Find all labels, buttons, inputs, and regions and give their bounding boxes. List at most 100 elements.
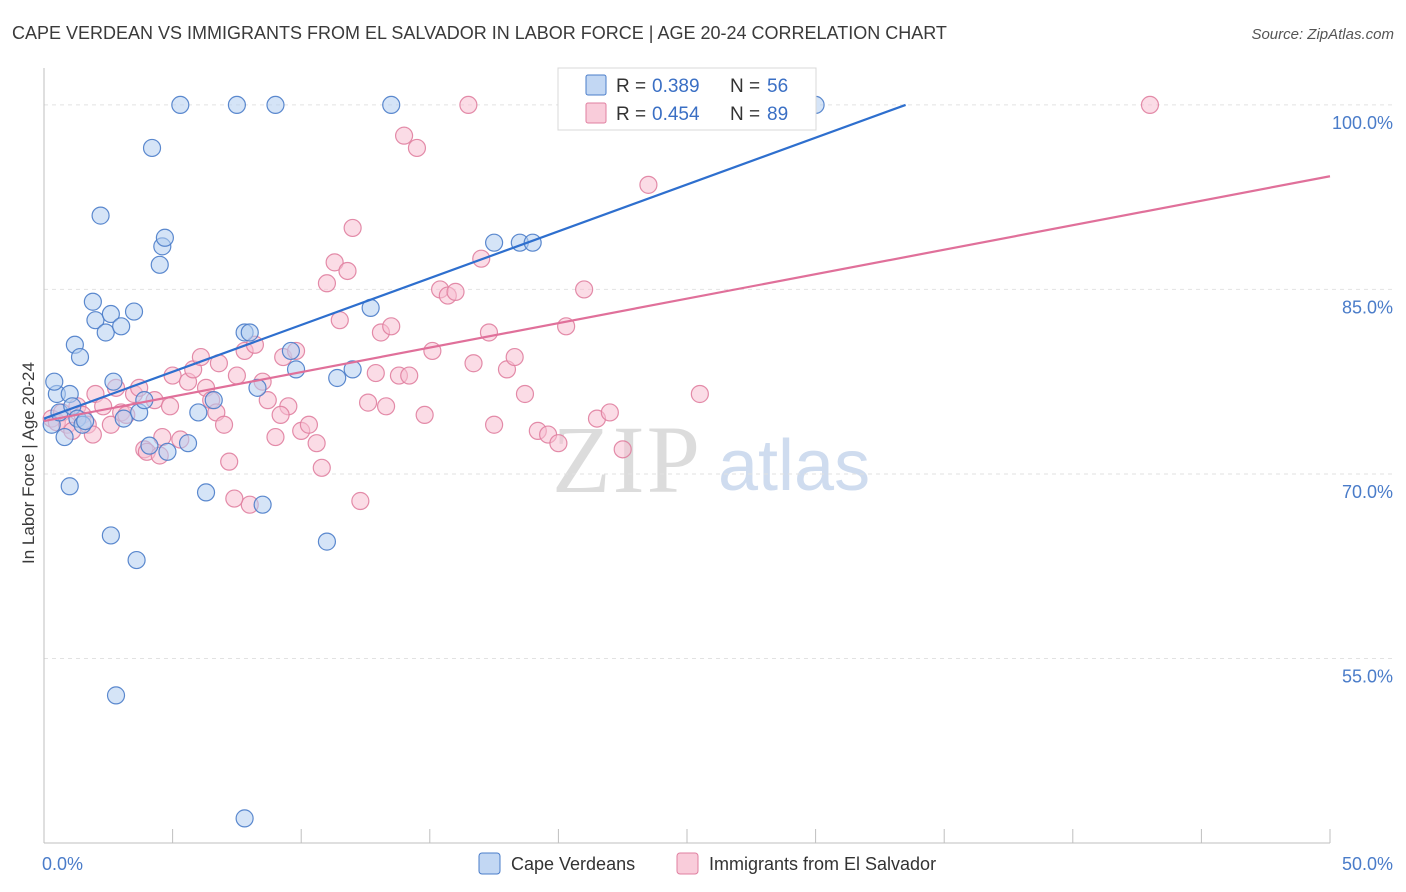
x-axis-ticks bbox=[43, 829, 1331, 843]
data-point bbox=[220, 452, 239, 471]
watermark-atlas: atlas bbox=[718, 426, 870, 506]
data-point bbox=[225, 489, 244, 508]
stats-r-label-el-salvador: R = bbox=[616, 104, 646, 125]
data-point bbox=[575, 280, 594, 299]
data-point bbox=[240, 323, 259, 342]
data-point bbox=[101, 304, 120, 324]
data-point bbox=[394, 126, 414, 145]
chart-source: Source: ZipAtlas.com bbox=[1251, 26, 1394, 43]
watermark-zip: ZIP bbox=[552, 406, 702, 513]
stats-r-label-cape-verdeans: R = bbox=[616, 76, 646, 97]
data-point bbox=[150, 255, 169, 274]
stats-swatch-el-salvador bbox=[585, 102, 607, 124]
data-point bbox=[351, 491, 370, 511]
data-point bbox=[613, 440, 632, 459]
chart-title: CAPE VERDEAN VS IMMIGRANTS FROM EL SALVA… bbox=[12, 23, 947, 43]
y-tick-label: 100.0% bbox=[1332, 113, 1393, 133]
data-point bbox=[338, 261, 357, 281]
data-point bbox=[171, 95, 190, 115]
data-point bbox=[281, 341, 301, 361]
data-point bbox=[266, 427, 285, 447]
data-point bbox=[299, 415, 319, 434]
x-tick-label: 50.0% bbox=[1342, 854, 1393, 874]
data-point bbox=[328, 368, 347, 388]
data-point bbox=[55, 427, 74, 447]
data-point bbox=[600, 403, 619, 422]
data-point bbox=[158, 442, 177, 461]
trend-lines bbox=[43, 103, 1331, 423]
stats-r-value-el-salvador: 0.454 bbox=[652, 104, 700, 125]
stats-swatch-cape-verdeans bbox=[585, 74, 607, 96]
y-axis-label: In Labor Force | Age 20-24 bbox=[19, 362, 38, 564]
data-point bbox=[214, 415, 234, 434]
data-point bbox=[191, 347, 210, 367]
data-point bbox=[485, 415, 504, 434]
trend-line-cape-verdeans bbox=[43, 103, 906, 420]
data-point bbox=[114, 409, 133, 428]
data-point bbox=[690, 384, 709, 404]
series-legend: Cape Verdeans Immigrants from El Salvado… bbox=[478, 852, 936, 875]
data-point bbox=[343, 218, 362, 238]
data-point bbox=[86, 311, 105, 330]
data-point bbox=[505, 347, 524, 367]
data-point bbox=[96, 323, 115, 342]
data-point bbox=[235, 809, 254, 828]
data-point bbox=[127, 550, 146, 570]
x-axis-tick-labels: 0.0% 50.0% bbox=[42, 854, 1393, 874]
data-point bbox=[91, 206, 110, 225]
stats-n-label-el-salvador: N = bbox=[730, 104, 760, 125]
data-point bbox=[204, 391, 223, 410]
data-point bbox=[227, 366, 246, 385]
data-point bbox=[639, 175, 658, 194]
data-point bbox=[271, 405, 290, 425]
data-point bbox=[343, 360, 362, 379]
data-point bbox=[366, 363, 385, 383]
stats-n-label-cape-verdeans: N = bbox=[730, 76, 760, 97]
stats-n-value-el-salvador: 89 bbox=[767, 104, 788, 125]
stats-n-value-cape-verdeans: 56 bbox=[767, 76, 788, 97]
data-point bbox=[400, 366, 419, 385]
y-tick-label: 85.0% bbox=[1342, 297, 1393, 317]
data-point bbox=[253, 495, 272, 514]
data-point bbox=[459, 95, 478, 115]
data-point bbox=[160, 397, 180, 416]
x-tick-label: 0.0% bbox=[42, 854, 83, 874]
data-point bbox=[358, 393, 378, 412]
data-point bbox=[286, 360, 306, 379]
data-point bbox=[155, 228, 174, 247]
data-point bbox=[515, 384, 535, 404]
data-point bbox=[258, 391, 277, 410]
data-point bbox=[307, 434, 326, 453]
data-point bbox=[312, 458, 331, 477]
data-point bbox=[317, 532, 337, 551]
data-point bbox=[189, 403, 208, 422]
data-point bbox=[1140, 95, 1160, 115]
y-tick-label: 55.0% bbox=[1342, 666, 1393, 686]
data-point bbox=[70, 347, 90, 367]
data-point bbox=[112, 317, 131, 336]
data-point bbox=[104, 372, 123, 391]
data-point bbox=[45, 372, 64, 391]
y-tick-label: 70.0% bbox=[1342, 482, 1393, 502]
data-point bbox=[83, 292, 102, 311]
y-axis-tick-labels: 100.0% 85.0% 70.0% 55.0% bbox=[1332, 113, 1393, 687]
data-point bbox=[382, 317, 401, 336]
stats-legend: R = 0.389 N = 56 R = 0.454 N = 89 bbox=[557, 67, 817, 131]
stats-r-value-cape-verdeans: 0.389 bbox=[652, 76, 700, 97]
data-point bbox=[325, 253, 344, 272]
trend-line-el-salvador bbox=[43, 175, 1331, 423]
data-point bbox=[60, 477, 79, 496]
data-point bbox=[140, 436, 159, 455]
data-point bbox=[101, 526, 120, 545]
data-point bbox=[178, 434, 198, 453]
data-point bbox=[485, 233, 504, 252]
data-point bbox=[464, 354, 483, 373]
data-point bbox=[227, 95, 246, 115]
data-point bbox=[266, 95, 285, 115]
data-point bbox=[376, 397, 396, 416]
data-point bbox=[142, 138, 162, 158]
data-point bbox=[407, 138, 427, 158]
legend-swatch-el-salvador bbox=[676, 852, 699, 875]
legend-label-el-salvador: Immigrants from El Salvador bbox=[709, 854, 936, 874]
